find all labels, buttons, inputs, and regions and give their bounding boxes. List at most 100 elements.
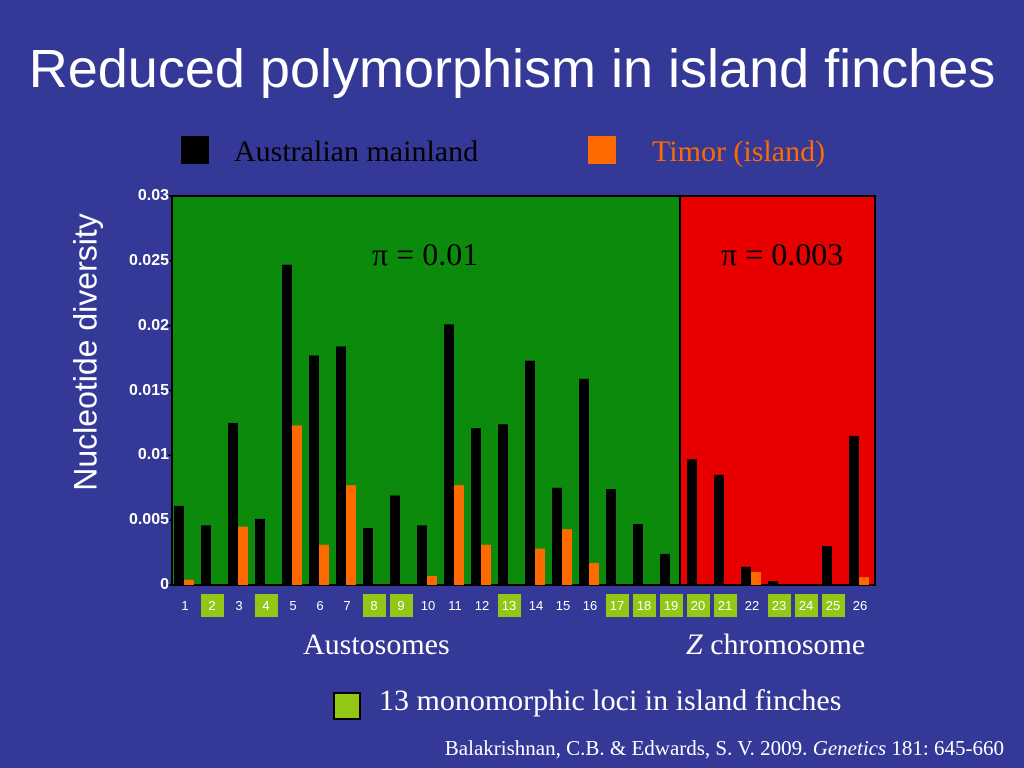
x-tick-label: 22	[745, 598, 759, 613]
bar-island	[589, 562, 599, 585]
bar-mainland	[714, 474, 724, 585]
bar-mainland	[633, 524, 643, 585]
bar-mainland	[417, 525, 427, 585]
bar-mainland	[822, 546, 832, 585]
bar-mainland	[768, 581, 778, 585]
y-tick-label: 0.02	[137, 316, 169, 334]
x-tick-label: 14	[529, 598, 543, 613]
bar-island	[346, 485, 356, 585]
x-tick-label: 10	[421, 598, 435, 613]
region-label-z: π = 0.003	[721, 236, 844, 272]
y-tick-label: 0.01	[137, 446, 169, 464]
bar-island	[427, 575, 437, 585]
z-italic: Z	[686, 628, 703, 661]
y-tick-label: 0.03	[137, 187, 169, 204]
x-tick-label: 25	[826, 598, 840, 613]
bar-mainland	[390, 495, 400, 585]
x-tick-label: 2	[208, 598, 215, 613]
bar-mainland	[201, 525, 211, 585]
x-tick-highlight	[606, 594, 629, 617]
bar-mainland	[174, 505, 184, 585]
bar-mainland	[660, 553, 670, 585]
citation-authors: Balakrishnan, C.B. & Edwards, S. V. 2009…	[444, 736, 813, 760]
x-tick-label: 17	[610, 598, 624, 613]
bar-mainland	[552, 487, 562, 585]
x-tick-label: 5	[289, 598, 296, 613]
x-tick-highlight	[363, 594, 386, 617]
x-tick-label: 7	[343, 598, 350, 613]
x-tick-label: 3	[235, 598, 242, 613]
bar-island	[751, 572, 761, 585]
x-tick-label: 21	[718, 598, 732, 613]
x-tick-label: 1	[181, 598, 188, 613]
x-tick-label: 20	[691, 598, 705, 613]
bar-mainland	[579, 378, 589, 585]
bar-mainland	[741, 566, 751, 585]
x-tick-label: 26	[853, 598, 867, 613]
citation-journal: Genetics	[812, 736, 887, 760]
x-tick-label: 19	[664, 598, 678, 613]
x-tick-label: 13	[502, 598, 516, 613]
x-tick-label: 11	[448, 598, 462, 613]
x-tick-label: 24	[799, 598, 813, 613]
x-tick-label: 15	[556, 598, 570, 613]
legend-swatch-mainland	[181, 136, 209, 164]
bar-mainland	[687, 459, 697, 585]
x-tick-highlight	[660, 594, 683, 617]
legend-swatch-island	[588, 136, 616, 164]
slide-title: Reduced polymorphism in island finches	[28, 39, 996, 99]
x-tick-label: 6	[316, 598, 323, 613]
bar-mainland	[444, 324, 454, 585]
x-group-label-z: Z chromosome	[686, 628, 865, 662]
bar-mainland	[309, 355, 319, 585]
x-tick-highlight	[390, 594, 413, 617]
bar-mainland	[498, 424, 508, 585]
x-tick-label: 18	[637, 598, 651, 613]
bar-island	[319, 544, 329, 585]
legend-label-mainland: Australian mainland	[234, 135, 479, 168]
bar-mainland	[255, 518, 265, 585]
x-tick-highlight	[768, 594, 791, 617]
bar-mainland	[336, 346, 346, 585]
bar-mainland	[471, 428, 481, 585]
y-tick-label: 0.025	[128, 251, 169, 269]
x-tick-highlight	[714, 594, 737, 617]
x-tick-highlight	[255, 594, 278, 617]
z-suffix: chromosome	[702, 628, 866, 661]
x-tick-label: 4	[262, 598, 269, 613]
bar-island	[184, 579, 194, 585]
bar-mainland	[606, 489, 616, 585]
bar-island	[562, 529, 572, 585]
y-tick-label: 0	[160, 576, 169, 593]
region-z-bg	[680, 196, 875, 585]
bar-mainland	[363, 527, 373, 585]
bar-mainland	[525, 360, 535, 585]
x-tick-label: 9	[397, 598, 404, 613]
region-label-autosomes: π = 0.01	[372, 236, 479, 272]
bar-island	[535, 548, 545, 585]
x-group-label-autosomes: Austosomes	[303, 628, 450, 661]
x-tick-highlight	[795, 594, 818, 617]
x-tick-label: 12	[475, 598, 489, 613]
citation-volume: 181: 645-660	[886, 736, 1004, 760]
x-tick-highlight	[498, 594, 521, 617]
y-tick-label: 0.015	[128, 381, 169, 399]
bar-island	[238, 526, 248, 585]
x-tick-label: 16	[583, 598, 597, 613]
x-tick-highlight	[633, 594, 656, 617]
monomorphic-swatch	[333, 692, 361, 720]
monomorphic-note: 13 monomorphic loci in island finches	[379, 684, 842, 717]
x-tick-label: 8	[370, 598, 377, 613]
x-tick-highlight	[822, 594, 845, 617]
y-tick-label: 0.005	[128, 511, 169, 529]
bar-island	[292, 425, 302, 585]
bar-mainland	[849, 435, 859, 585]
bar-island	[481, 544, 491, 585]
bar-island	[859, 577, 869, 585]
x-tick-label: 23	[772, 598, 786, 613]
bar-mainland	[228, 422, 238, 585]
bar-island	[454, 485, 464, 585]
x-tick-highlight	[201, 594, 224, 617]
legend-label-island: Timor (island)	[652, 135, 826, 168]
